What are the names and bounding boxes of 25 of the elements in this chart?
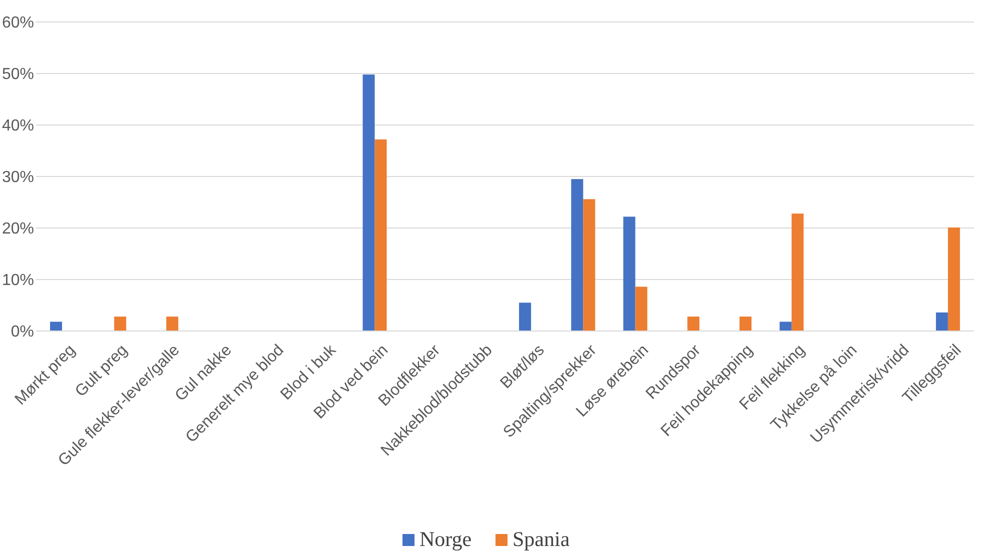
bar bbox=[635, 286, 648, 331]
bar bbox=[374, 139, 387, 331]
bar bbox=[687, 316, 700, 331]
y-tick-label: 30% bbox=[2, 169, 34, 186]
bar bbox=[114, 316, 126, 331]
bar bbox=[936, 312, 948, 331]
y-tick-label: 10% bbox=[2, 272, 34, 290]
bar bbox=[583, 199, 596, 331]
bar bbox=[571, 179, 584, 331]
bar bbox=[166, 316, 178, 331]
bar bbox=[948, 227, 960, 331]
y-tick-label: 40% bbox=[2, 118, 34, 135]
y-tick-label: 60% bbox=[2, 14, 34, 32]
bar bbox=[623, 216, 636, 331]
legend-label: Norge bbox=[420, 527, 472, 551]
legend-label: Spania bbox=[512, 527, 570, 551]
bar bbox=[50, 322, 62, 331]
bar bbox=[519, 302, 532, 331]
bar bbox=[362, 74, 375, 331]
bar bbox=[780, 322, 792, 331]
bar bbox=[740, 316, 752, 331]
y-tick-label: 20% bbox=[2, 220, 34, 238]
y-tick-label: 50% bbox=[2, 66, 34, 84]
y-tick-label: 0% bbox=[10, 324, 34, 341]
bar bbox=[792, 214, 804, 331]
